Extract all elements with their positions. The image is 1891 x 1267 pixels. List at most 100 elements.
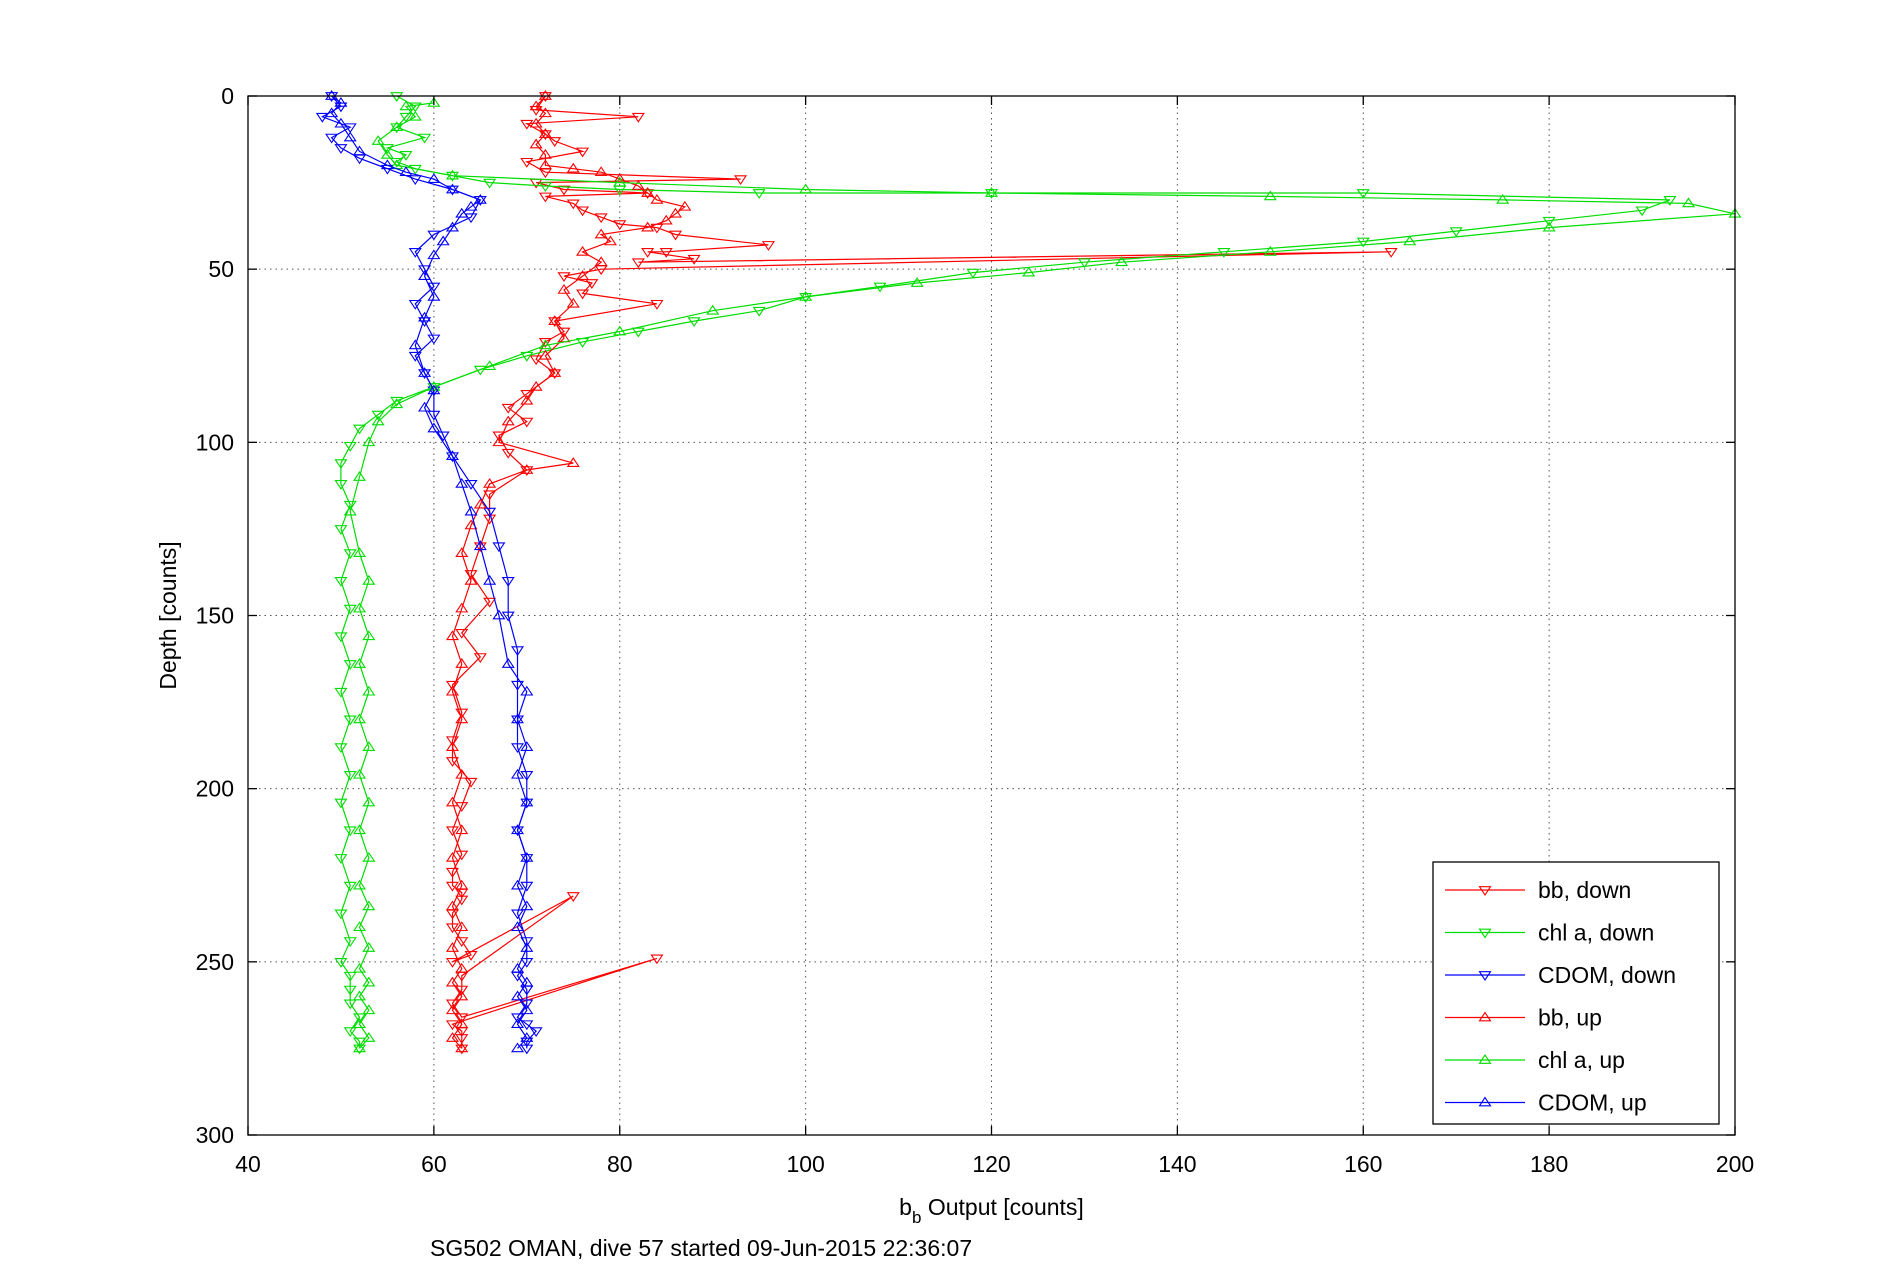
- data-point: [455, 1042, 469, 1053]
- data-point: [520, 1032, 534, 1042]
- data-point: [501, 403, 515, 414]
- data-point: [445, 757, 459, 767]
- data-point: [352, 145, 367, 156]
- data-point: [668, 230, 683, 241]
- data-point: [483, 597, 497, 608]
- data-point: [594, 256, 608, 267]
- data-point: [362, 1032, 376, 1042]
- data-point: [1403, 235, 1417, 246]
- data-point: [492, 609, 506, 620]
- data-point: [910, 277, 924, 287]
- data-point: [520, 976, 534, 987]
- data-point: [445, 630, 459, 641]
- data-point: [352, 921, 367, 932]
- data-point: [445, 826, 459, 837]
- data-point: [427, 173, 441, 183]
- data-point: [445, 796, 459, 807]
- series-line: [451, 95, 687, 1049]
- data-point: [1356, 189, 1370, 199]
- data-point: [436, 235, 450, 246]
- legend-label: chl a, up: [1538, 1047, 1625, 1073]
- data-point: [334, 687, 348, 698]
- data-point: [483, 477, 497, 488]
- data-point: [352, 602, 367, 613]
- data-point: [343, 971, 357, 982]
- x-tick-label: 120: [972, 1151, 1010, 1177]
- data-point: [455, 1044, 469, 1055]
- data-point: [418, 133, 432, 144]
- data-point: [455, 990, 469, 1001]
- data-point: [343, 123, 357, 134]
- data-point: [473, 542, 487, 553]
- data-point: [371, 415, 385, 426]
- data-point: [752, 189, 766, 199]
- data-point: [427, 249, 441, 260]
- data-point: [445, 1004, 459, 1015]
- data-point: [473, 193, 487, 204]
- data-point: [668, 207, 683, 218]
- data-point: [334, 632, 348, 643]
- data-point: [557, 272, 571, 283]
- data-point: [325, 90, 339, 100]
- data-point: [445, 1032, 459, 1042]
- data-point: [510, 990, 525, 1001]
- y-axis-label: Depth [counts]: [155, 541, 181, 689]
- data-point: [510, 962, 525, 973]
- x-tick-label: 80: [607, 1151, 633, 1177]
- data-point: [445, 942, 459, 952]
- data-point: [399, 151, 413, 161]
- data-point: [325, 133, 339, 144]
- data-point: [566, 199, 580, 210]
- data-point: [1115, 256, 1129, 267]
- data-point: [473, 653, 487, 664]
- data-point: [445, 450, 459, 461]
- legend-label: bb, up: [1538, 1005, 1602, 1031]
- data-point: [334, 525, 348, 535]
- data-point: [510, 768, 525, 779]
- data-point: [566, 457, 580, 467]
- data-point: [334, 459, 348, 470]
- data-point: [538, 128, 552, 138]
- data-point: [520, 417, 534, 428]
- data-point: [343, 500, 357, 511]
- data-point: [557, 185, 571, 196]
- data-point: [343, 881, 357, 892]
- data-point: [380, 148, 394, 159]
- axis-ticks: 40 60 80 100 120 140 160 180 200 0 50 100 150 200 250 3…: [196, 83, 1755, 1177]
- data-point: [334, 117, 348, 128]
- data-point: [520, 881, 534, 892]
- data-point: [343, 549, 357, 560]
- data-point: [1542, 221, 1556, 232]
- data-point: [603, 235, 617, 246]
- data-point: [418, 311, 432, 322]
- data-point: [445, 923, 459, 934]
- data-point: [352, 1042, 367, 1053]
- data-point: [445, 680, 459, 691]
- data-point: [464, 777, 478, 788]
- data-point: [483, 574, 497, 585]
- data-point: [445, 183, 459, 194]
- data-point: [445, 976, 459, 987]
- data-point: [706, 304, 720, 315]
- data-point: [520, 798, 534, 809]
- data-point: [510, 824, 525, 835]
- data-point: [510, 715, 525, 726]
- data-point: [520, 999, 534, 1010]
- data-point: [1077, 258, 1091, 269]
- data-point: [501, 448, 515, 459]
- data-point: [455, 708, 469, 719]
- data-point: [613, 325, 627, 336]
- data-point: [520, 942, 534, 952]
- data-point: [510, 879, 525, 890]
- legend-marker: [1478, 971, 1492, 981]
- data-point: [510, 1013, 525, 1024]
- data-point: [352, 471, 367, 481]
- legend-marker: [1478, 1011, 1492, 1022]
- data-point: [585, 279, 599, 289]
- data-point: [427, 422, 441, 433]
- data-point: [566, 297, 580, 308]
- data-point: [678, 200, 692, 211]
- data-point: [576, 270, 590, 280]
- data-point: [362, 436, 376, 447]
